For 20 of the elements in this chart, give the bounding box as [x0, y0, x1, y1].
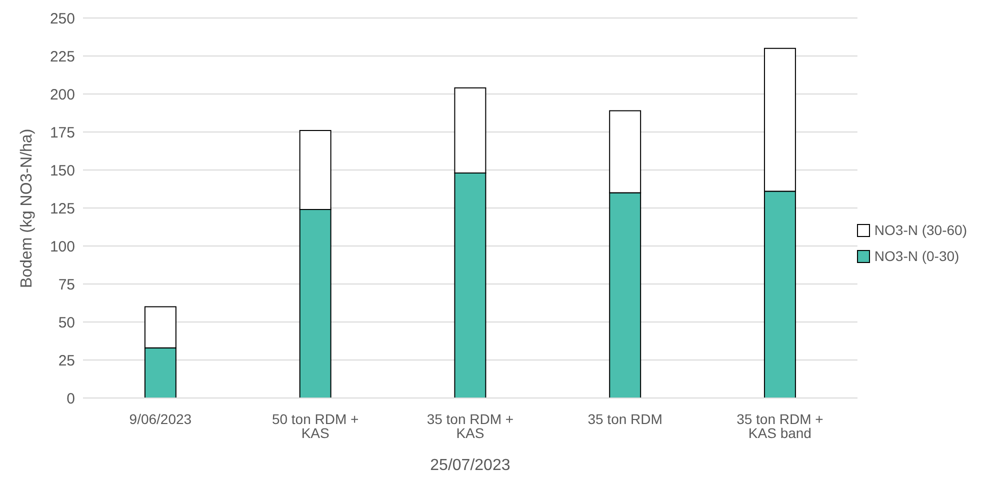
x-tick-label: 9/06/2023 — [129, 410, 192, 427]
x-tick-label: 35 ton RDM — [588, 410, 662, 427]
y-tick-label: 25 — [58, 352, 75, 370]
y-tick-label: 50 — [58, 314, 75, 332]
x-tick-label: 35 ton RDM + KAS band — [736, 410, 824, 441]
y-tick-label: 250 — [50, 10, 75, 28]
y-axis-title: Bodem (kg NO3-N/ha) — [18, 128, 36, 288]
y-tick-label: 75 — [58, 276, 75, 294]
x-tick-label: 35 ton RDM + KAS — [426, 410, 514, 441]
y-tick-label: 175 — [50, 124, 75, 142]
x-axis-title: 25/07/2023 — [430, 457, 510, 474]
y-tick-label: 100 — [50, 238, 75, 256]
legend-label: NO3-N (0-30) — [874, 248, 960, 264]
y-tick-label: 0 — [66, 390, 75, 408]
y-tick-label: 225 — [50, 48, 75, 66]
y-tick-label: 125 — [50, 200, 75, 218]
x-tick-label: 50 ton RDM + KAS — [272, 410, 359, 441]
y-tick-label: 200 — [50, 86, 75, 104]
legend-label: NO3-N (30-60) — [874, 222, 967, 238]
y-tick-label: 150 — [50, 162, 75, 180]
